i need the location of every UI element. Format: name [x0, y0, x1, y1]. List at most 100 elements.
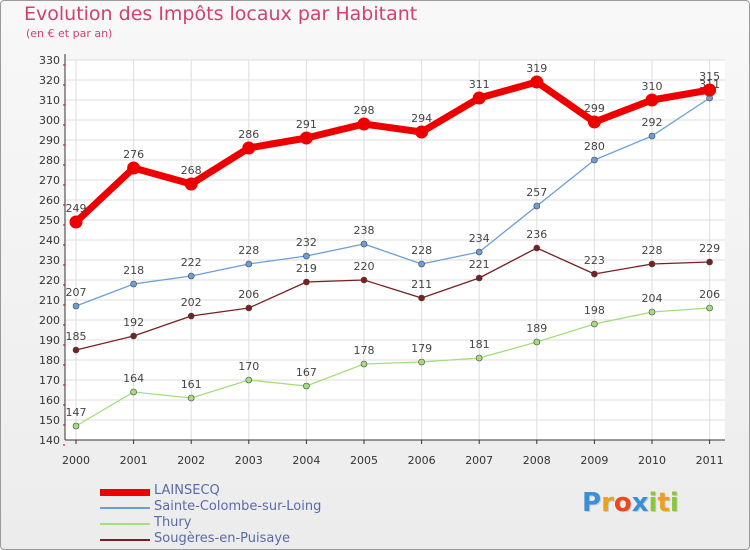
data-label-sainte-colombe-sur-loing: 257 [526, 186, 547, 199]
data-label-soug-res-en-puisaye: 219 [296, 262, 317, 275]
y-tick-label: 280 [39, 154, 60, 167]
series-line-thury [75, 307, 711, 427]
proxiti-logo: Proxiti [582, 488, 679, 518]
data-label-soug-res-en-puisaye: 221 [469, 258, 490, 271]
data-label-thury: 189 [526, 322, 547, 335]
data-label-soug-res-en-puisaye: 228 [642, 244, 663, 257]
data-label-thury: 161 [181, 378, 202, 391]
y-tick-label: 250 [39, 214, 60, 227]
data-label-thury: 164 [123, 372, 144, 385]
data-label-sainte-colombe-sur-loing: 228 [238, 244, 259, 257]
data-point-thury [130, 388, 137, 396]
y-tick-label: 140 [39, 434, 60, 447]
data-point-thury [245, 376, 253, 384]
data-point-thury [648, 308, 656, 316]
data-label-lainsecq: 311 [469, 78, 490, 91]
data-label-lainsecq: 294 [411, 112, 432, 125]
y-tick-label: 200 [39, 314, 60, 327]
data-label-lainsecq: 249 [66, 202, 87, 215]
legend-label: LAINSECQ [154, 483, 220, 498]
data-label-sainte-colombe-sur-loing: 228 [411, 244, 432, 257]
data-label-lainsecq: 286 [238, 128, 259, 141]
data-point-soug-res-en-puisaye [591, 270, 598, 278]
data-label-soug-res-en-puisaye: 236 [526, 228, 547, 241]
data-label-soug-res-en-puisaye: 211 [411, 278, 432, 291]
data-point-lainsecq [703, 83, 717, 97]
y-tick-label: 150 [39, 414, 60, 427]
legend-swatch [100, 539, 150, 541]
data-label-thury: 178 [354, 344, 375, 357]
data-label-thury: 170 [238, 360, 259, 373]
data-point-sainte-colombe-sur-loing [418, 260, 425, 268]
x-tick-label: 2004 [292, 454, 320, 467]
logo-letter: P [582, 488, 602, 518]
data-label-thury: 147 [66, 406, 87, 419]
data-point-soug-res-en-puisaye [648, 260, 656, 268]
y-tick-label: 220 [39, 274, 60, 287]
y-tick-label: 330 [39, 54, 60, 67]
data-point-lainsecq [530, 75, 544, 89]
data-label-thury: 206 [699, 288, 720, 301]
data-point-sainte-colombe-sur-loing [648, 132, 656, 140]
series-line-sainte-colombe-sur-loing [75, 97, 711, 307]
x-tick-label: 2003 [235, 454, 263, 467]
legend-label: Sainte-Colombe-sur-Loing [154, 499, 322, 514]
data-label-lainsecq: 298 [354, 104, 375, 117]
data-label-sainte-colombe-sur-loing: 234 [469, 232, 490, 245]
data-label-sainte-colombe-sur-loing: 207 [66, 286, 87, 299]
chart-title: Evolution des Impôts locaux par Habitant [24, 3, 418, 25]
data-point-thury [187, 394, 195, 402]
legend-label: Sougères-en-Puisaye [154, 531, 291, 546]
data-point-soug-res-en-puisaye [706, 258, 713, 266]
data-label-sainte-colombe-sur-loing: 222 [181, 256, 202, 269]
x-tick-label: 2011 [696, 454, 724, 467]
data-point-lainsecq [357, 117, 371, 131]
legend-swatch [100, 507, 150, 509]
y-tick-label: 260 [39, 194, 60, 207]
data-point-lainsecq [645, 93, 659, 107]
data-label-thury: 204 [642, 292, 663, 305]
series-line-lainsecq [72, 78, 714, 226]
data-point-soug-res-en-puisaye [245, 304, 253, 312]
data-point-thury [591, 320, 598, 328]
data-point-sainte-colombe-sur-loing [360, 240, 368, 248]
line-chart: 140 150 160 170 180 190 200 210 220 230 240 250 260 2… [39, 54, 725, 467]
y-tick-label: 320 [39, 74, 60, 87]
data-label-soug-res-en-puisaye: 206 [238, 288, 259, 301]
data-point-lainsecq [587, 115, 601, 129]
data-point-soug-res-en-puisaye [187, 312, 195, 320]
data-point-sainte-colombe-sur-loing [591, 156, 598, 164]
logo-letter: t [657, 488, 670, 518]
data-point-sainte-colombe-sur-loing [475, 248, 483, 256]
data-point-sainte-colombe-sur-loing [130, 280, 137, 288]
data-point-thury [533, 338, 541, 346]
logo-letter: r [601, 488, 614, 518]
data-label-sainte-colombe-sur-loing: 292 [642, 116, 663, 129]
data-point-soug-res-en-puisaye [475, 274, 483, 282]
y-tick-label: 290 [39, 134, 60, 147]
data-label-sainte-colombe-sur-loing: 232 [296, 236, 317, 249]
data-label-sainte-colombe-sur-loing: 218 [123, 264, 144, 277]
data-label-sainte-colombe-sur-loing: 280 [584, 140, 605, 153]
data-label-lainsecq: 310 [642, 80, 663, 93]
data-point-thury [303, 382, 310, 390]
x-tick-label: 2009 [580, 454, 608, 467]
x-tick-label: 2006 [408, 454, 436, 467]
data-label-lainsecq: 299 [584, 102, 605, 115]
data-label-soug-res-en-puisaye: 229 [699, 242, 720, 255]
x-tick-label: 2008 [523, 454, 551, 467]
y-tick-label: 230 [39, 254, 60, 267]
data-point-thury [418, 358, 425, 366]
data-point-lainsecq [127, 161, 141, 175]
data-point-sainte-colombe-sur-loing [303, 252, 310, 260]
data-label-sainte-colombe-sur-loing: 238 [354, 224, 375, 237]
x-tick-label: 2000 [62, 454, 90, 467]
legend-swatch [100, 489, 150, 496]
data-point-soug-res-en-puisaye [130, 332, 137, 340]
data-label-thury: 198 [584, 304, 605, 317]
x-tick-label: 2001 [120, 454, 148, 467]
data-label-thury: 179 [411, 342, 432, 355]
data-point-lainsecq [184, 177, 198, 191]
x-tick-label: 2007 [465, 454, 493, 467]
logo-letter: x [631, 488, 649, 518]
